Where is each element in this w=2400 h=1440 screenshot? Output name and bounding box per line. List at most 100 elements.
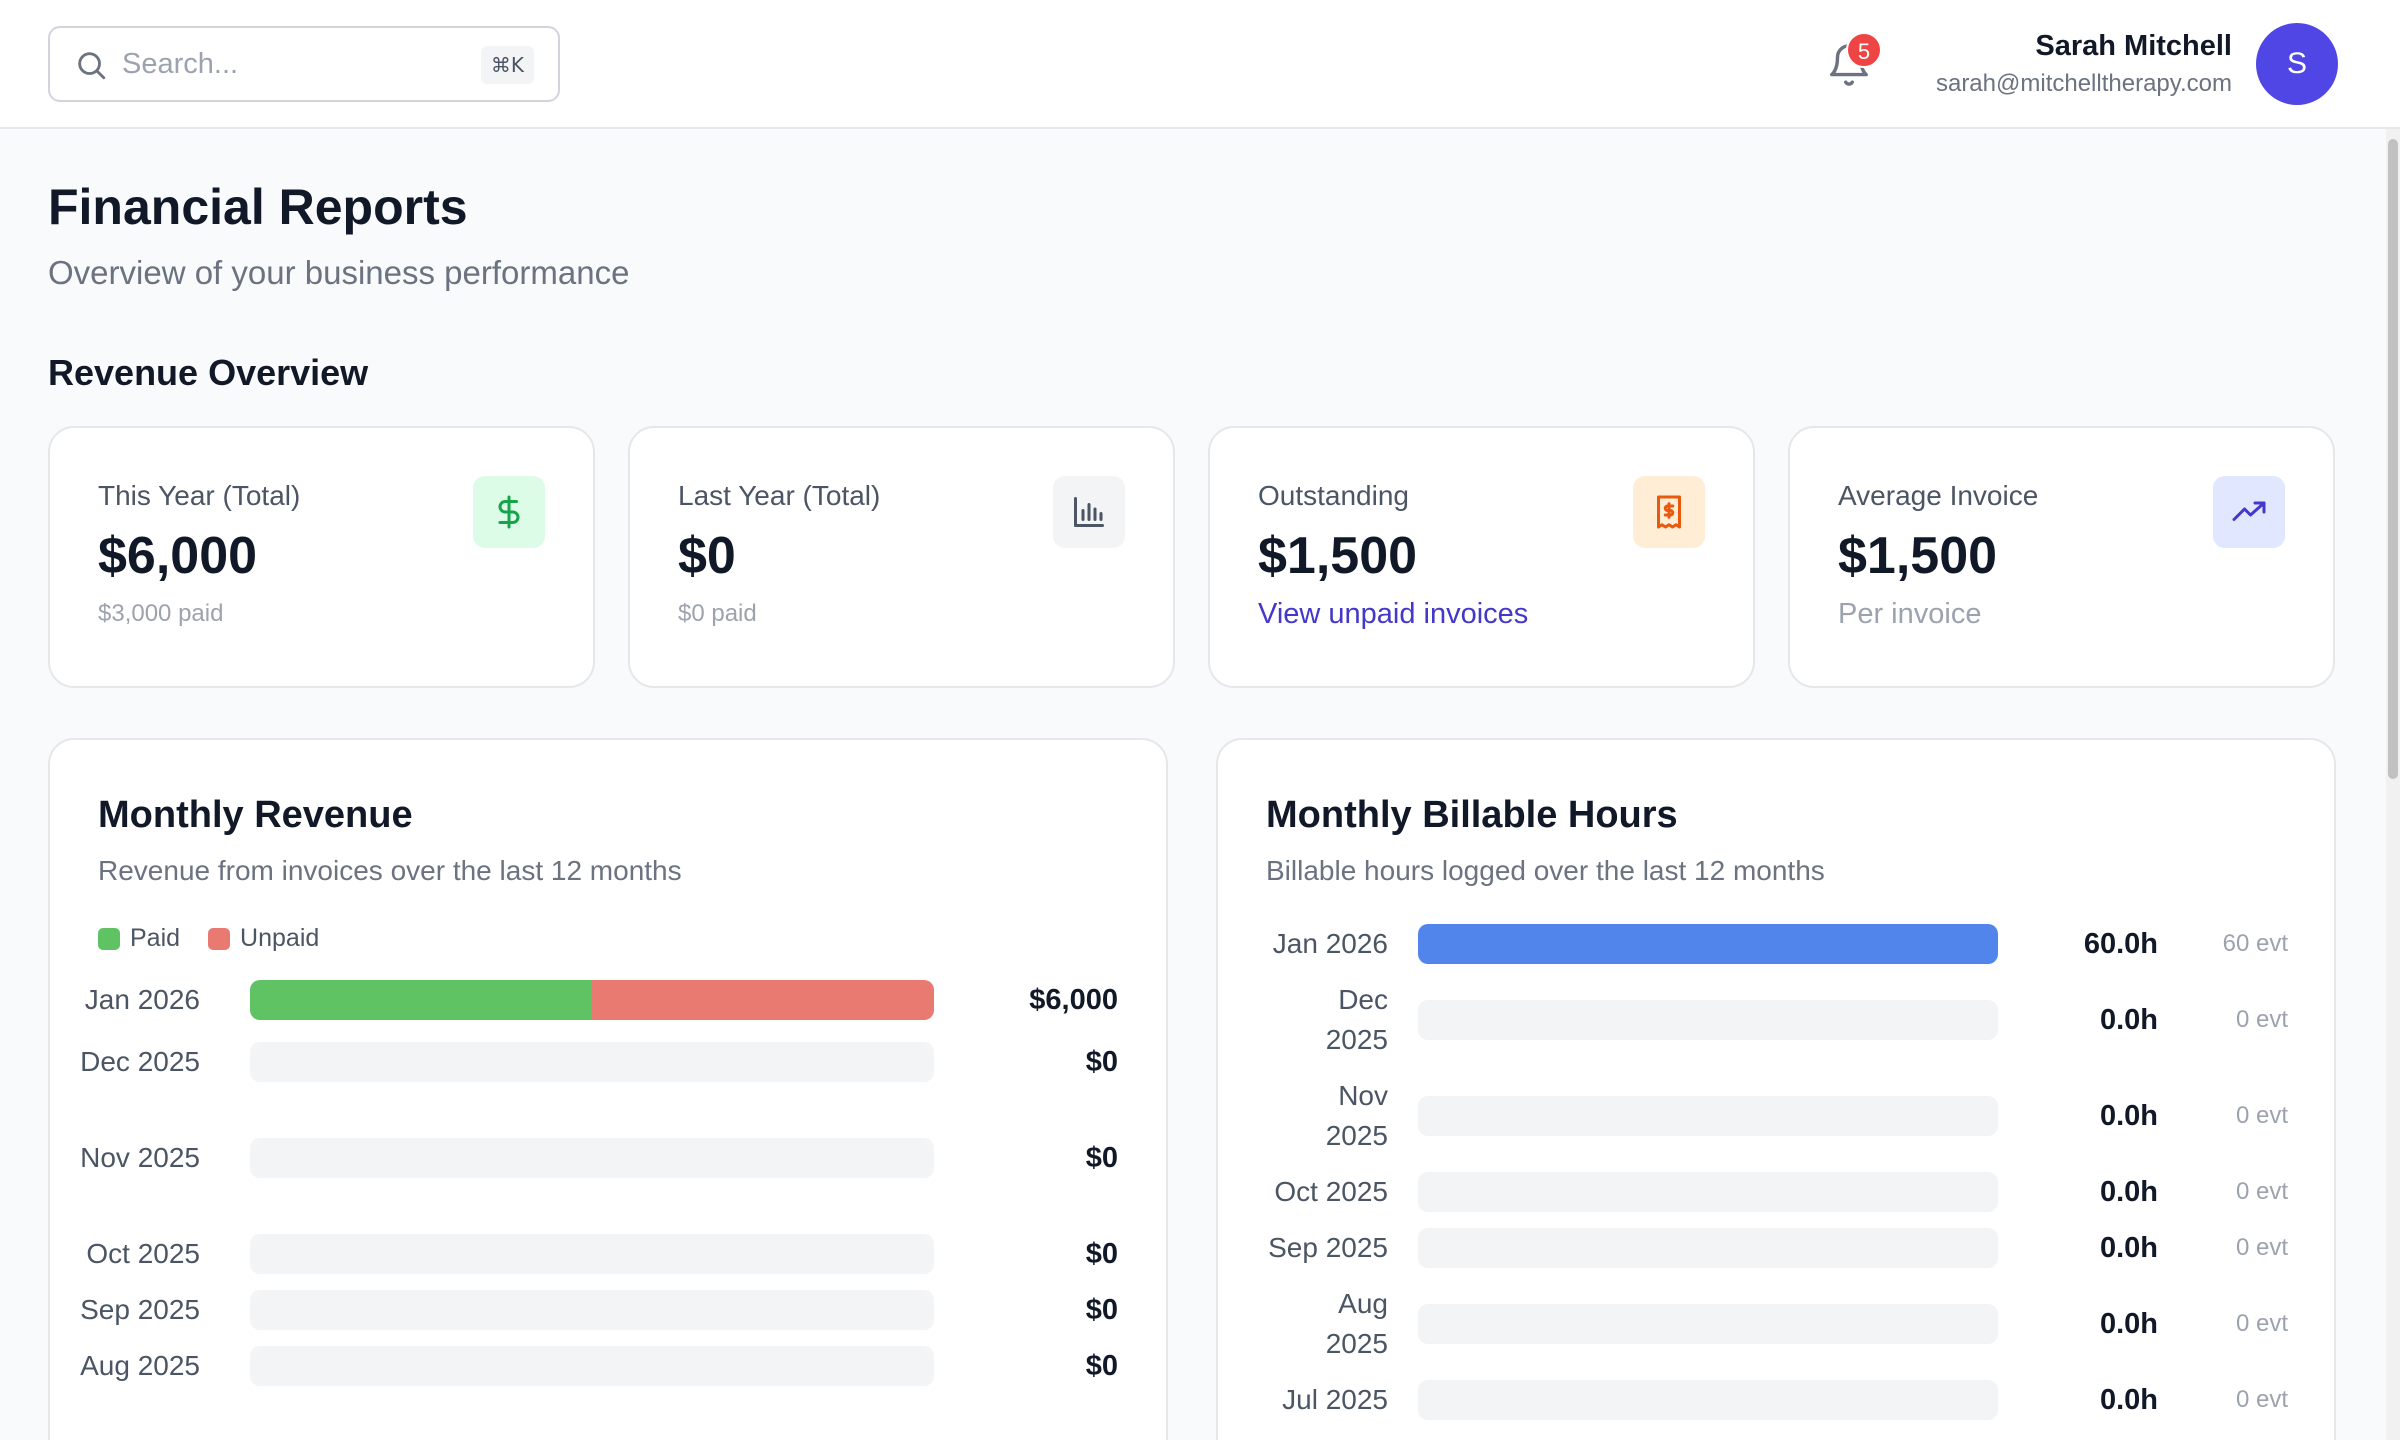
legend-item-unpaid: Unpaid: [208, 924, 319, 953]
stat-label: Last Year (Total): [678, 480, 881, 511]
legend-swatch-paid: [98, 927, 120, 950]
bar-track: [250, 1138, 934, 1178]
data-label: $6,000: [1029, 984, 1118, 1016]
bar-paid: [250, 980, 592, 1020]
chart-row: Nov 2025 $0: [50, 1138, 1166, 1178]
data-label: $0: [1085, 1046, 1118, 1078]
chart-row: Oct 2025 0.0h 0 evt: [1218, 1172, 2334, 1212]
stat-footnote: $3,000 paid: [98, 600, 224, 627]
view-unpaid-invoices-link[interactable]: View unpaid invoices: [1258, 598, 1529, 630]
legend-label: Paid: [130, 924, 181, 952]
bar-chart-icon: [1053, 476, 1125, 548]
tick-label: Nov 2025: [1325, 1080, 1388, 1151]
bar-track: [250, 980, 934, 1020]
data-label: $0: [1085, 1350, 1118, 1382]
stat-label: Average Invoice: [1838, 480, 2039, 511]
page-title: Financial Reports: [48, 179, 468, 235]
event-count: 0 evt: [2235, 1178, 2288, 1205]
tick-label: Sep 2025: [1268, 1232, 1388, 1263]
bar-track: [1418, 1380, 1998, 1420]
data-label: 0.0h: [2099, 1384, 2158, 1416]
chart-row: Sep 2025 $0: [50, 1290, 1166, 1330]
data-label: $0: [1085, 1142, 1118, 1174]
tick-label: Sep 2025: [80, 1294, 200, 1325]
tick-label: Jan 2026: [1272, 928, 1388, 959]
legend-item-paid: Paid: [98, 924, 180, 953]
stat-label: This Year (Total): [98, 480, 301, 511]
event-count: 60 evt: [2222, 930, 2288, 957]
stat-label: Outstanding: [1258, 480, 1409, 511]
top-header: ⌘K 5 Sarah Mitchell sarah@mitchelltherap…: [0, 0, 2400, 129]
chart-subtitle: Billable hours logged over the last 12 m…: [1266, 855, 1825, 886]
monthly-billable-hours-card: Monthly Billable Hours Billable hours lo…: [1216, 738, 2336, 1440]
tick-label: Oct 2025: [86, 1238, 200, 1269]
user-name: Sarah Mitchell: [2035, 30, 2232, 62]
data-label: 60.0h: [2083, 928, 2158, 960]
chart-title: Monthly Billable Hours: [1266, 794, 1678, 836]
data-label: 0.0h: [2099, 1176, 2158, 1208]
trending-up-icon: [2213, 476, 2285, 548]
data-label: 0.0h: [2099, 1232, 2158, 1264]
stat-footnote: Per invoice: [1838, 598, 1982, 630]
chart-legend: Paid Unpaid: [98, 924, 347, 953]
scrollbar[interactable]: [2386, 129, 2400, 1440]
legend-label: Unpaid: [240, 924, 320, 952]
event-count: 0 evt: [2235, 1102, 2288, 1129]
data-label: 0.0h: [2099, 1308, 2158, 1340]
bar-track: [1418, 924, 1998, 964]
tick-label: Jul 2025: [1282, 1384, 1388, 1415]
tick-label: Aug 2025: [1325, 1288, 1388, 1359]
chart-row: Jan 2026 60.0h 60 evt: [1218, 924, 2334, 964]
stat-value: $0: [678, 527, 736, 585]
bar-track: [250, 1234, 934, 1274]
avatar[interactable]: S: [2256, 23, 2338, 105]
tick-label: Dec 2025: [80, 1046, 200, 1077]
search-input[interactable]: [122, 42, 502, 86]
event-count: 0 evt: [2235, 1006, 2288, 1033]
event-count: 0 evt: [2235, 1310, 2288, 1337]
stat-card-outstanding: Outstanding $1,500 View unpaid invoices: [1208, 426, 1755, 688]
bar-track: [1418, 1304, 1998, 1344]
chart-row: Aug 2025 0.0h 0 evt: [1218, 1284, 2334, 1364]
receipt-icon: [1633, 476, 1705, 548]
bar-unpaid: [592, 980, 934, 1020]
search-box[interactable]: ⌘K: [48, 26, 560, 102]
event-count: 0 evt: [2235, 1234, 2288, 1261]
search-shortcut-badge: ⌘K: [480, 46, 534, 84]
bar-track: [1418, 1000, 1998, 1040]
chart-row: Sep 2025 0.0h 0 evt: [1218, 1228, 2334, 1268]
tick-label: Dec 2025: [1325, 984, 1388, 1055]
chart-row: Nov 2025 0.0h 0 evt: [1218, 1076, 2334, 1156]
chart-row: Dec 2025 0.0h 0 evt: [1218, 980, 2334, 1060]
data-label: $0: [1085, 1238, 1118, 1270]
chart-subtitle: Revenue from invoices over the last 12 m…: [98, 855, 682, 886]
bar-track: [250, 1290, 934, 1330]
chart-title: Monthly Revenue: [98, 794, 413, 836]
user-email: sarah@mitchelltherapy.com: [1935, 70, 2232, 97]
data-label: 0.0h: [2099, 1004, 2158, 1036]
bar-track: [1418, 1096, 1998, 1136]
monthly-revenue-card: Monthly Revenue Revenue from invoices ov…: [48, 738, 1168, 1440]
dollar-icon: [473, 476, 545, 548]
section-title: Revenue Overview: [48, 352, 369, 393]
scrollbar-thumb[interactable]: [2388, 139, 2398, 779]
stat-value: $1,500: [1258, 527, 1418, 585]
notification-badge: 5: [1846, 32, 1882, 68]
stat-card-last-year: Last Year (Total) $0 $0 paid: [628, 426, 1175, 688]
chart-row: Oct 2025 $0: [50, 1234, 1166, 1274]
bar-track: [1418, 1228, 1998, 1268]
search-icon: [78, 52, 106, 80]
bar-track: [250, 1346, 934, 1386]
chart-row: Jul 2025 0.0h 0 evt: [1218, 1380, 2334, 1420]
tick-label: Aug 2025: [80, 1350, 200, 1381]
tick-label: Oct 2025: [1274, 1176, 1388, 1207]
chart-row: Jan 2026 $6,000: [50, 980, 1166, 1020]
stat-card-average-invoice: Average Invoice $1,500 Per invoice: [1788, 426, 2335, 688]
stat-footnote: $0 paid: [678, 600, 757, 627]
chart-row: Dec 2025 $0: [50, 1042, 1166, 1082]
data-label: $0: [1085, 1294, 1118, 1326]
tick-label: Nov 2025: [80, 1142, 200, 1173]
chart-row: Aug 2025 $0: [50, 1346, 1166, 1386]
tick-label: Jan 2026: [84, 984, 200, 1015]
bar-hours: [1418, 924, 1998, 964]
